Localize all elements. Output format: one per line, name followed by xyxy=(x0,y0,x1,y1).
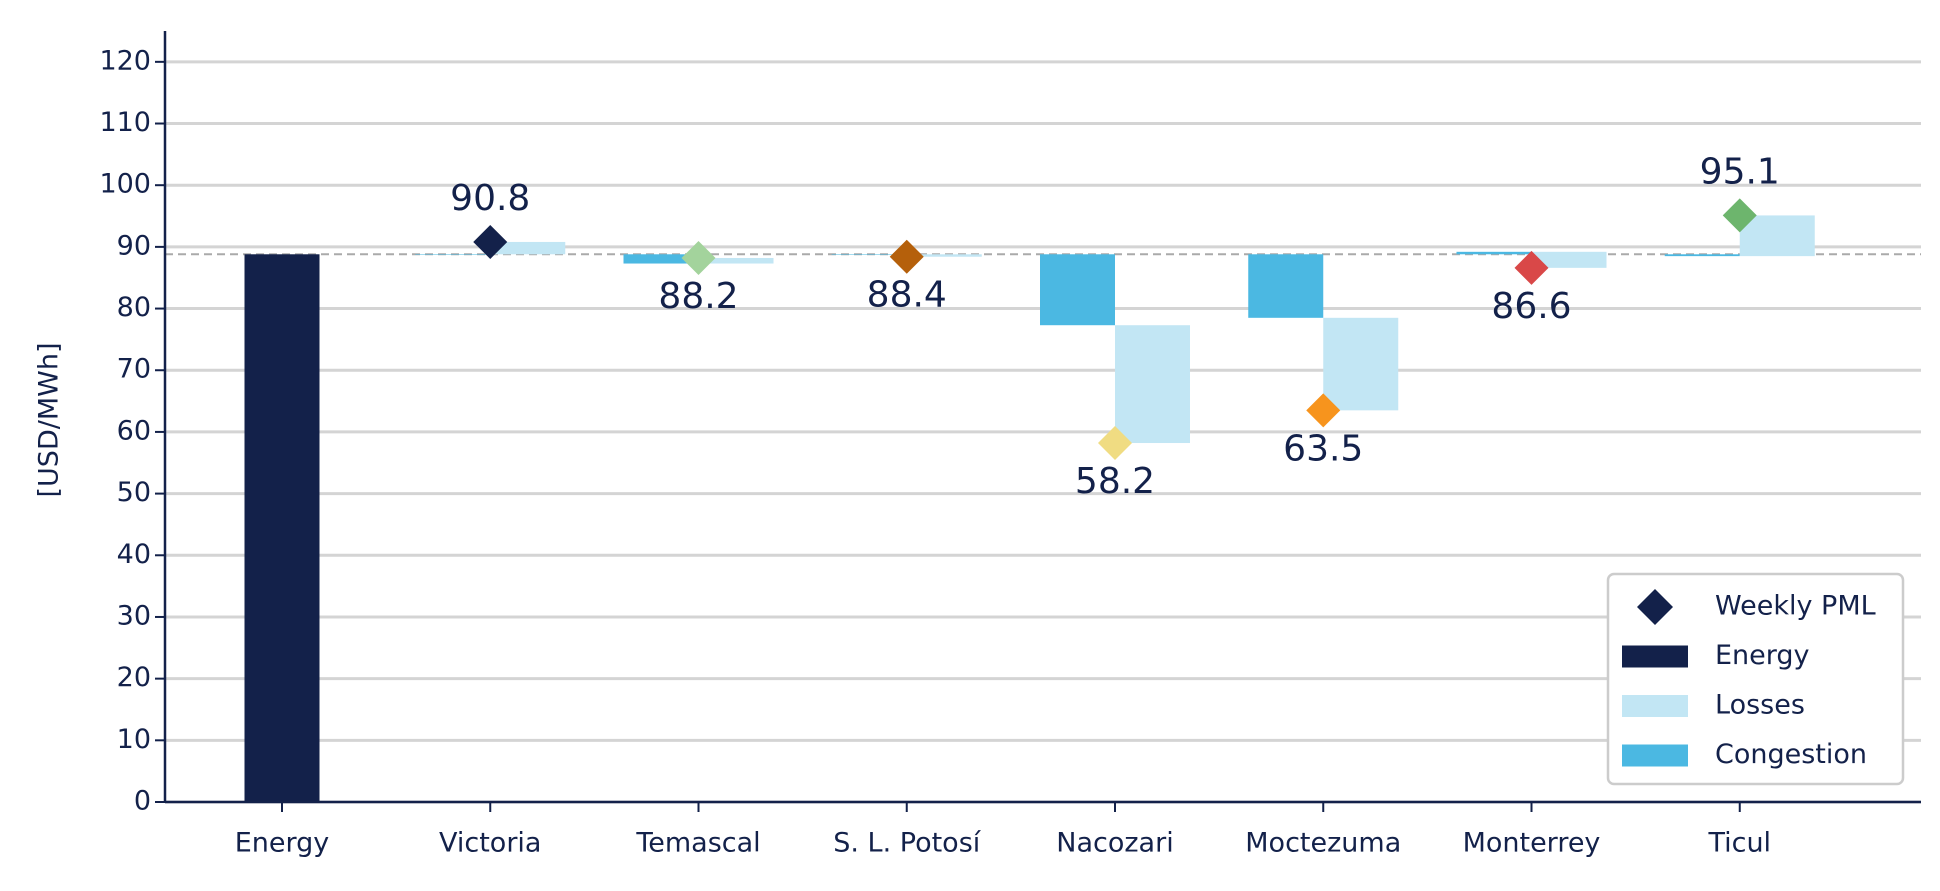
losses-bar xyxy=(1739,215,1815,257)
energy-bar xyxy=(244,254,320,802)
legend-box xyxy=(1606,572,1905,786)
value-label: 90.8 xyxy=(450,178,530,219)
x-tick-label: Nacozari xyxy=(1056,828,1173,859)
y-tick-label: 0 xyxy=(134,786,151,817)
x-tick-label: Monterrey xyxy=(1463,828,1601,859)
x-tick-label: Moctezuma xyxy=(1245,828,1401,859)
legend-label: Energy xyxy=(1715,640,1810,671)
congestion-bar xyxy=(1664,254,1740,257)
congestion-bar xyxy=(623,254,699,264)
legend-label: Losses xyxy=(1715,690,1805,721)
losses-bar xyxy=(490,241,566,255)
legend-swatch xyxy=(1622,645,1688,668)
value-label: 86.6 xyxy=(1491,286,1571,327)
y-tick-label: 40 xyxy=(117,539,151,570)
congestion-bar xyxy=(1248,254,1324,318)
congestion-bar xyxy=(831,254,907,255)
legend-label: Congestion xyxy=(1715,739,1867,770)
losses-bar xyxy=(1323,317,1399,411)
y-tick-label: 90 xyxy=(117,230,151,261)
y-tick-label: 110 xyxy=(99,107,151,138)
legend-marker xyxy=(1637,589,1673,625)
x-tick-label: Victoria xyxy=(439,828,541,859)
pml-marker xyxy=(681,240,716,275)
legend-swatch xyxy=(1622,695,1688,717)
x-tick-label: S. L. Potosí xyxy=(833,828,982,859)
congestion-bar xyxy=(415,254,491,255)
y-tick-label: 30 xyxy=(117,600,151,631)
x-tick-label: Energy xyxy=(235,828,330,859)
losses-bar xyxy=(906,254,982,257)
y-tick-label: 10 xyxy=(117,724,151,755)
pml-marker xyxy=(1306,393,1341,428)
losses-bar xyxy=(1531,251,1607,268)
y-tick-label: 80 xyxy=(117,292,151,323)
value-label: 58.2 xyxy=(1075,461,1155,502)
pml-marker xyxy=(1514,250,1549,285)
y-tick-label: 20 xyxy=(117,662,151,693)
value-label: 88.4 xyxy=(867,275,947,316)
pml-marker xyxy=(889,239,924,274)
pml-marker xyxy=(1722,198,1757,233)
value-label: 88.2 xyxy=(658,276,738,317)
x-tick-label: Temascal xyxy=(635,828,760,859)
losses-bar xyxy=(1115,325,1190,444)
congestion-bar xyxy=(1456,251,1532,255)
value-label: 63.5 xyxy=(1283,428,1363,469)
legend-label: Weekly PML xyxy=(1715,591,1876,622)
pml-marker xyxy=(473,224,508,259)
pml-marker xyxy=(1098,426,1132,461)
y-tick-label: 50 xyxy=(117,477,151,508)
x-tick-label: Ticul xyxy=(1707,828,1771,859)
y-tick-label: 60 xyxy=(117,415,151,446)
y-axis-label: [USD/MWh] xyxy=(34,343,65,498)
losses-bar xyxy=(698,257,774,264)
y-tick-label: 120 xyxy=(99,45,151,76)
value-label: 95.1 xyxy=(1700,151,1780,192)
y-tick-label: 100 xyxy=(99,169,151,200)
congestion-bar xyxy=(1040,254,1115,326)
legend-swatch xyxy=(1622,744,1688,767)
y-tick-label: 70 xyxy=(117,354,151,385)
